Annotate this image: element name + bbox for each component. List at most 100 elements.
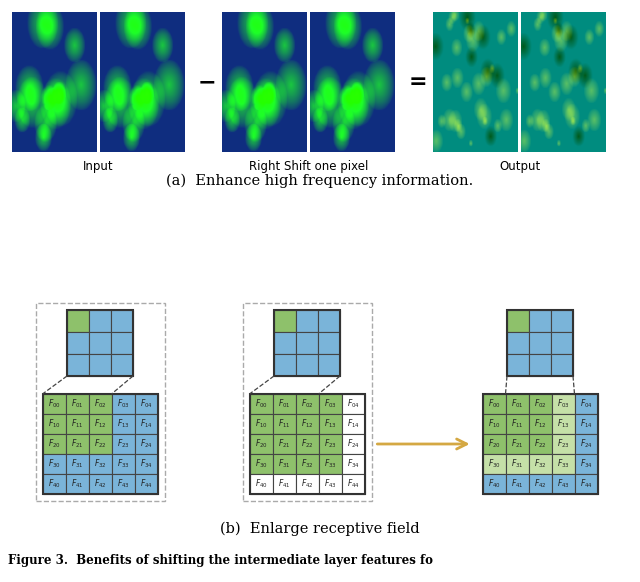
Bar [42,454,65,474]
Bar [575,434,598,454]
Text: $F_{31}$: $F_{31}$ [511,458,524,470]
Text: $F_{42}$: $F_{42}$ [93,478,106,490]
Text: $F_{01}$: $F_{01}$ [70,398,83,410]
Text: $F_{21}$: $F_{21}$ [511,438,524,450]
Bar [483,394,506,414]
Bar [67,332,89,354]
Text: $F_{00}$: $F_{00}$ [255,398,268,410]
Bar [273,414,296,434]
Bar [273,474,296,494]
Text: $F_{04}$: $F_{04}$ [140,398,152,410]
Bar [529,434,552,454]
Bar [483,434,506,454]
Bar [529,394,552,414]
Text: $F_{20}$: $F_{20}$ [47,438,60,450]
Text: =: = [409,72,428,92]
Bar [42,394,157,494]
Text: $F_{40}$: $F_{40}$ [255,478,268,490]
Text: Right Shift one pixel: Right Shift one pixel [249,160,368,173]
Text: $F_{02}$: $F_{02}$ [93,398,106,410]
Bar [506,434,529,454]
Bar [88,394,111,414]
Bar [88,434,111,454]
Bar [319,394,342,414]
Text: $F_{23}$: $F_{23}$ [116,438,129,450]
Text: $F_{32}$: $F_{32}$ [534,458,547,470]
Text: $F_{42}$: $F_{42}$ [301,478,314,490]
Bar [483,414,506,434]
Text: Output: Output [499,160,540,173]
Bar [296,354,318,376]
Bar [274,310,340,376]
Text: $F_{03}$: $F_{03}$ [116,398,129,410]
Text: $F_{44}$: $F_{44}$ [347,478,360,490]
Bar [506,414,529,434]
Bar [342,474,365,494]
Text: $F_{13}$: $F_{13}$ [116,418,129,430]
Bar [296,474,319,494]
Text: $F_{30}$: $F_{30}$ [255,458,268,470]
Bar [67,310,133,376]
Bar [111,414,134,434]
Bar [296,332,318,354]
Bar [529,474,552,494]
Bar [250,394,365,494]
Bar [134,394,157,414]
Bar [529,354,551,376]
Bar [342,414,365,434]
Text: $F_{24}$: $F_{24}$ [347,438,360,450]
Text: $F_{21}$: $F_{21}$ [278,438,291,450]
Bar [134,474,157,494]
Bar [507,354,529,376]
Bar [319,474,342,494]
Bar [42,394,65,414]
Text: $F_{41}$: $F_{41}$ [278,478,291,490]
Bar [89,332,111,354]
Bar [88,454,111,474]
Bar [296,414,319,434]
Text: $F_{23}$: $F_{23}$ [324,438,337,450]
Bar [88,474,111,494]
Bar [575,414,598,434]
Bar [552,454,575,474]
Bar [551,332,573,354]
Text: $F_{11}$: $F_{11}$ [70,418,83,430]
Text: $F_{10}$: $F_{10}$ [488,418,500,430]
Text: $F_{32}$: $F_{32}$ [301,458,314,470]
Text: $F_{22}$: $F_{22}$ [301,438,314,450]
Bar [134,434,157,454]
Bar [296,454,319,474]
Bar [65,414,88,434]
Bar [273,394,296,414]
Bar [552,394,575,414]
Bar [250,414,273,434]
Text: $F_{44}$: $F_{44}$ [140,478,152,490]
Text: (a)  Enhance high frequency information.: (a) Enhance high frequency information. [166,174,474,189]
Bar [506,394,529,414]
Text: $F_{31}$: $F_{31}$ [70,458,83,470]
Bar [243,303,371,501]
Bar [89,310,111,332]
Text: $F_{04}$: $F_{04}$ [347,398,360,410]
Bar [89,354,111,376]
Bar [273,454,296,474]
Bar [250,434,273,454]
Text: $F_{40}$: $F_{40}$ [47,478,60,490]
Bar [551,354,573,376]
Bar [529,310,551,332]
Text: $F_{42}$: $F_{42}$ [534,478,547,490]
Text: $F_{30}$: $F_{30}$ [488,458,500,470]
Text: $F_{44}$: $F_{44}$ [580,478,593,490]
Bar [111,310,133,332]
Text: $F_{43}$: $F_{43}$ [116,478,129,490]
Bar [296,434,319,454]
Text: (b)  Enlarge receptive field: (b) Enlarge receptive field [220,522,420,537]
Text: $F_{11}$: $F_{11}$ [511,418,524,430]
Text: $F_{33}$: $F_{33}$ [116,458,129,470]
Text: $F_{12}$: $F_{12}$ [534,418,547,430]
Bar [35,303,164,501]
Bar [65,474,88,494]
Bar [507,310,529,332]
Bar [42,414,65,434]
Bar [552,474,575,494]
